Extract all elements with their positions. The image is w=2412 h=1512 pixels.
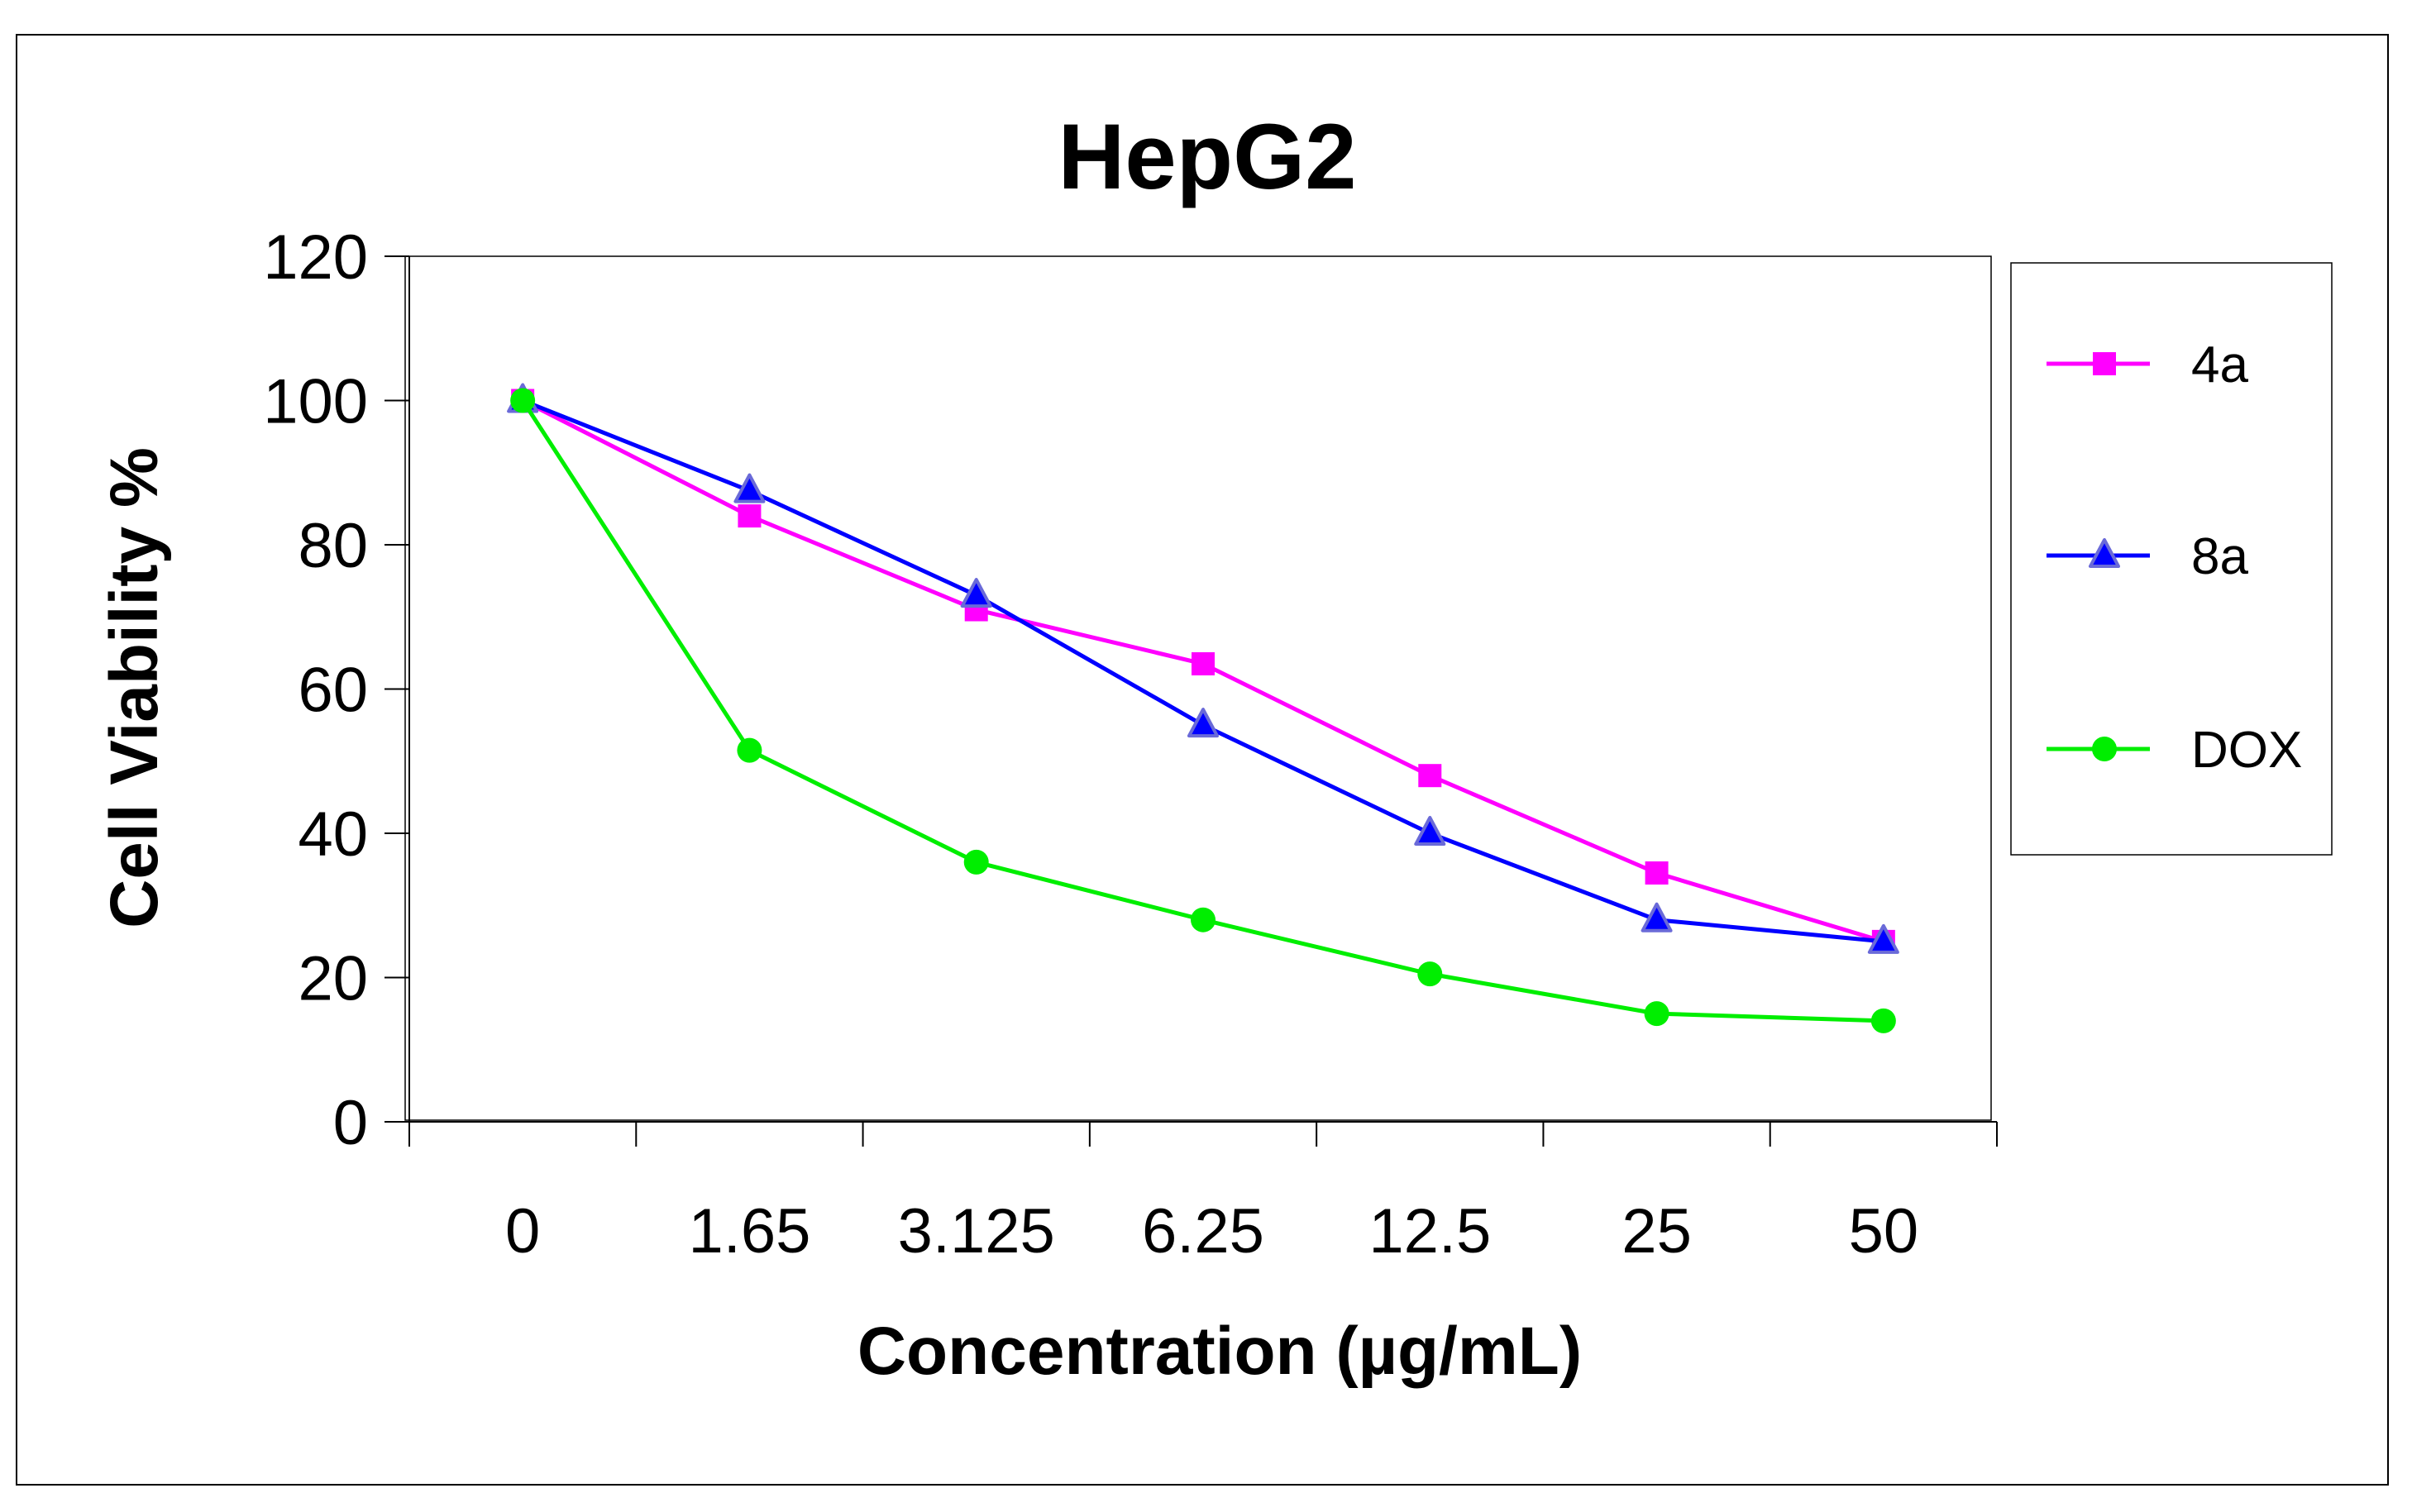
y-tick-label: 80 [298,511,368,581]
x-tick-label: 50 [1849,1196,1919,1266]
x-axis-ticks: 0 1.65 3.125 6.25 12.5 25 50 [408,1122,1998,1266]
data-point-8a [1187,708,1219,738]
legend-item-4a: 4a [2047,336,2248,394]
y-tick-label: 60 [298,656,368,726]
y-axis-title: Cell Viability % [97,447,172,928]
data-point-dox [737,737,762,763]
y-tick-label: 0 [333,1088,368,1158]
data-point-dox [1417,961,1443,987]
data-point-dox [1191,907,1216,932]
x-tick-label: 1.65 [688,1196,810,1266]
y-tick-label: 20 [298,944,368,1014]
data-point-dox [510,388,536,413]
data-point-4a [1192,651,1215,675]
y-tick-label: 120 [263,222,368,293]
series-dox [510,388,1896,1033]
legend-marker [2089,538,2120,568]
data-point-dox [1870,1008,1896,1033]
legend-marker [2093,352,2116,375]
legend-label: DOX [2191,722,2302,779]
y-tick-label: 100 [263,367,368,437]
legend-label: 4a [2191,336,2248,394]
data-point-8a [960,578,992,608]
series-group [507,383,1899,1033]
data-point-4a [738,504,762,528]
legend-label: 8a [2191,528,2248,585]
legend-box [2010,262,2333,856]
x-tick-label: 6.25 [1142,1196,1264,1266]
data-point-4a [1645,861,1669,885]
data-point-8a [1414,816,1446,846]
legend: 4a 8a DOX [2010,262,2333,856]
x-axis-title: Concentration (µg/mL) [857,1314,1582,1389]
data-point-4a [1418,764,1442,788]
data-point-8a [1641,902,1673,932]
y-tick-label: 40 [298,799,368,870]
plot-area [404,255,1992,1121]
x-tick-label: 0 [505,1196,540,1266]
chart-title: HepG2 [1058,105,1357,208]
legend-item-8a: 8a [2047,528,2248,585]
data-point-dox [963,849,989,875]
legend-item-dox: DOX [2047,722,2302,779]
x-tick-label: 3.125 [898,1196,1055,1266]
x-tick-label: 12.5 [1368,1196,1491,1266]
data-point-dox [1644,1001,1669,1027]
data-point-8a [1867,923,1899,954]
y-axis-ticks: 0 20 40 60 80 100 120 [263,222,409,1158]
legend-marker [2092,737,2117,761]
data-point-8a [733,473,766,503]
x-tick-label: 25 [1622,1196,1692,1266]
